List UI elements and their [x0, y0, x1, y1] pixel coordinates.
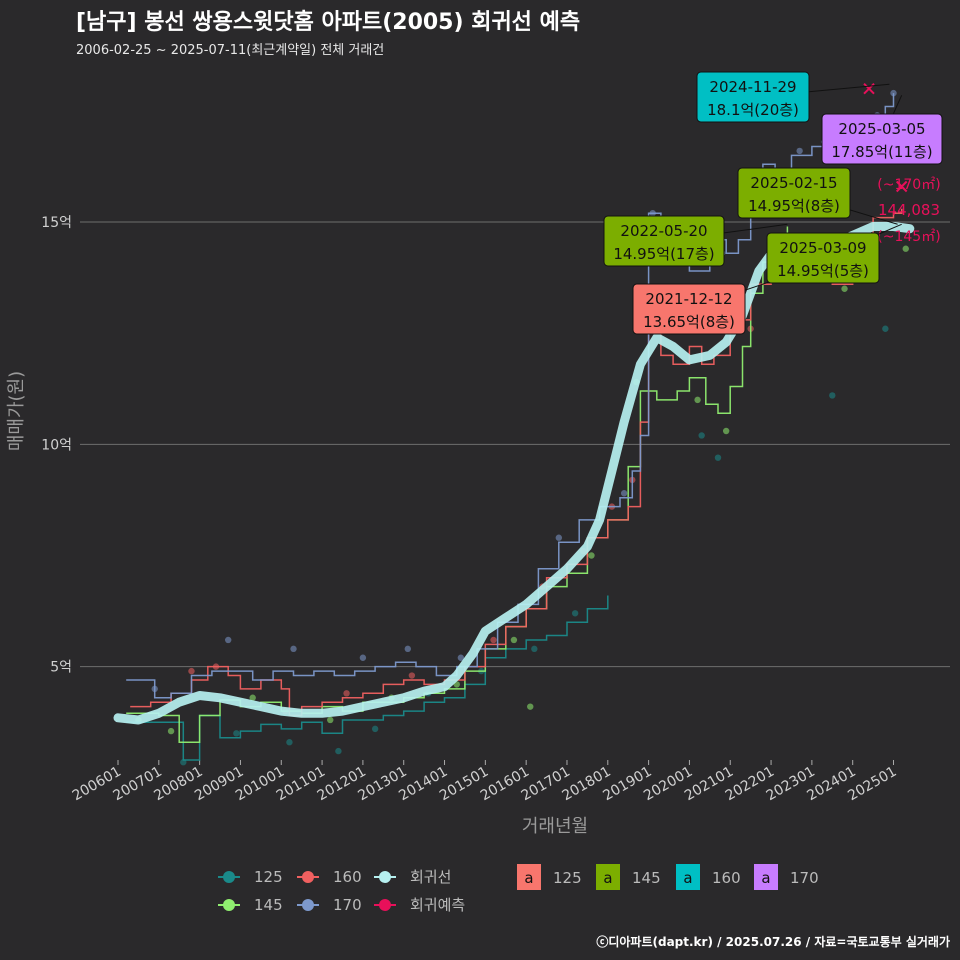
chart-title: [남구] 봉선 쌍용스윗닷홈 아파트(2005) 회귀선 예측 [76, 10, 581, 35]
legend-label-key [676, 864, 700, 890]
legend-key-dot [302, 899, 314, 911]
scatter-point [555, 534, 563, 541]
legend-label: 160 [712, 869, 741, 887]
scatter-point [698, 432, 705, 439]
legend-label: 회귀선 [410, 868, 451, 886]
legend-key-dot [379, 871, 391, 883]
x-axis-label: 거래년월 [522, 816, 588, 837]
scatter-point [527, 703, 534, 710]
annotation-box [696, 71, 810, 123]
scatter-point [902, 245, 909, 252]
legend-label: 170 [790, 869, 819, 887]
legend-label: 145 [632, 869, 661, 887]
legend-label: 160 [333, 868, 362, 886]
annotation-date: 2021-12-12 [645, 290, 732, 308]
scatter-point [841, 285, 848, 292]
forecast-marker [895, 180, 908, 193]
scatter-point [694, 396, 701, 404]
y-tick-label: 5억 [50, 660, 72, 676]
scatter-point [571, 610, 579, 617]
annotation-date: 2025-02-15 [750, 174, 837, 192]
legend-label: 125 [553, 869, 582, 887]
annotation-price: 13.65억(8층) [643, 313, 735, 331]
forecast-upper-label: (~170㎡) [877, 177, 940, 193]
annotation-box [821, 113, 943, 165]
legend-label-key-letter: a [603, 869, 612, 887]
scatter-point [490, 636, 497, 644]
legend-label-key [754, 864, 778, 890]
scatter-point [457, 654, 465, 661]
scatter-point [371, 725, 379, 733]
annotation-box [603, 215, 725, 267]
credit-line: ⓒ디아파트(dapt.kr) / 2025.07.26 / 자료=국토교통부 실… [596, 935, 950, 949]
scatter-point [286, 739, 293, 746]
legend-label-key-letter: a [761, 869, 770, 887]
scatter-point [233, 730, 240, 737]
annotation-price: 18.1억(20층) [707, 101, 799, 119]
scatter-point [829, 392, 836, 399]
forecast-marker [863, 82, 875, 95]
scatter-point [327, 716, 334, 724]
annotation-date: 2024-11-29 [709, 78, 796, 96]
series-line-125 [126, 595, 609, 761]
legend-label: 회귀예측 [410, 896, 465, 914]
y-tick-label: 10억 [41, 437, 72, 453]
chart-subtitle: 2006-02-25 ~ 2025-07-11(최근계약일) 전체 거래건 [76, 43, 385, 58]
annotation-price: 17.85억(11층) [831, 143, 932, 161]
forecast-value-label: 144,083 [878, 201, 940, 219]
y-tick-label: 15억 [41, 215, 72, 231]
scatter-point [796, 147, 803, 155]
annotation-box [632, 283, 746, 335]
scatter-point [404, 645, 411, 653]
annotation-box [766, 232, 880, 284]
legend-label-key-letter: a [683, 869, 692, 887]
legend-label: 170 [333, 896, 362, 914]
annotation-price: 14.95억(5층) [777, 262, 869, 280]
scatter-point [510, 636, 518, 644]
scatter-point [882, 325, 889, 332]
scatter-point [249, 694, 256, 701]
regression-line [113, 222, 915, 725]
legend-label-key [596, 864, 620, 890]
legend-label-key-letter: a [524, 869, 533, 887]
legend-label: 145 [254, 896, 283, 914]
annotation-price: 14.95억(17층) [613, 245, 714, 263]
scatter-point [188, 667, 195, 675]
scatter-point [588, 552, 595, 559]
annotation-box [737, 167, 851, 219]
scatter-point [408, 672, 416, 679]
y-axis-label: 매매가(원) [6, 371, 27, 451]
annotation-date: 2025-03-05 [838, 120, 925, 138]
legend-label: 125 [254, 868, 283, 886]
scatter-point [722, 427, 730, 435]
scatter-point [335, 747, 342, 755]
annotation-price: 14.95억(8층) [748, 197, 840, 215]
scatter-point [290, 645, 297, 653]
legend-key-dot [223, 899, 235, 911]
forecast-lower-label: (~145㎡) [877, 229, 940, 245]
legend-key-dot [302, 871, 314, 883]
scatter-point [167, 727, 175, 735]
scatter-point [343, 690, 350, 697]
scatter-point [359, 654, 367, 661]
legend-label-key [517, 864, 541, 890]
scatter-point [531, 645, 538, 653]
legend-key-dot [379, 899, 391, 911]
annotation-date: 2025-03-09 [779, 239, 866, 257]
scatter-point [225, 636, 232, 644]
annotation-date: 2022-05-20 [620, 222, 707, 240]
scatter-point [714, 454, 722, 461]
scatter-point [620, 490, 628, 497]
legend-key-dot [223, 871, 235, 883]
